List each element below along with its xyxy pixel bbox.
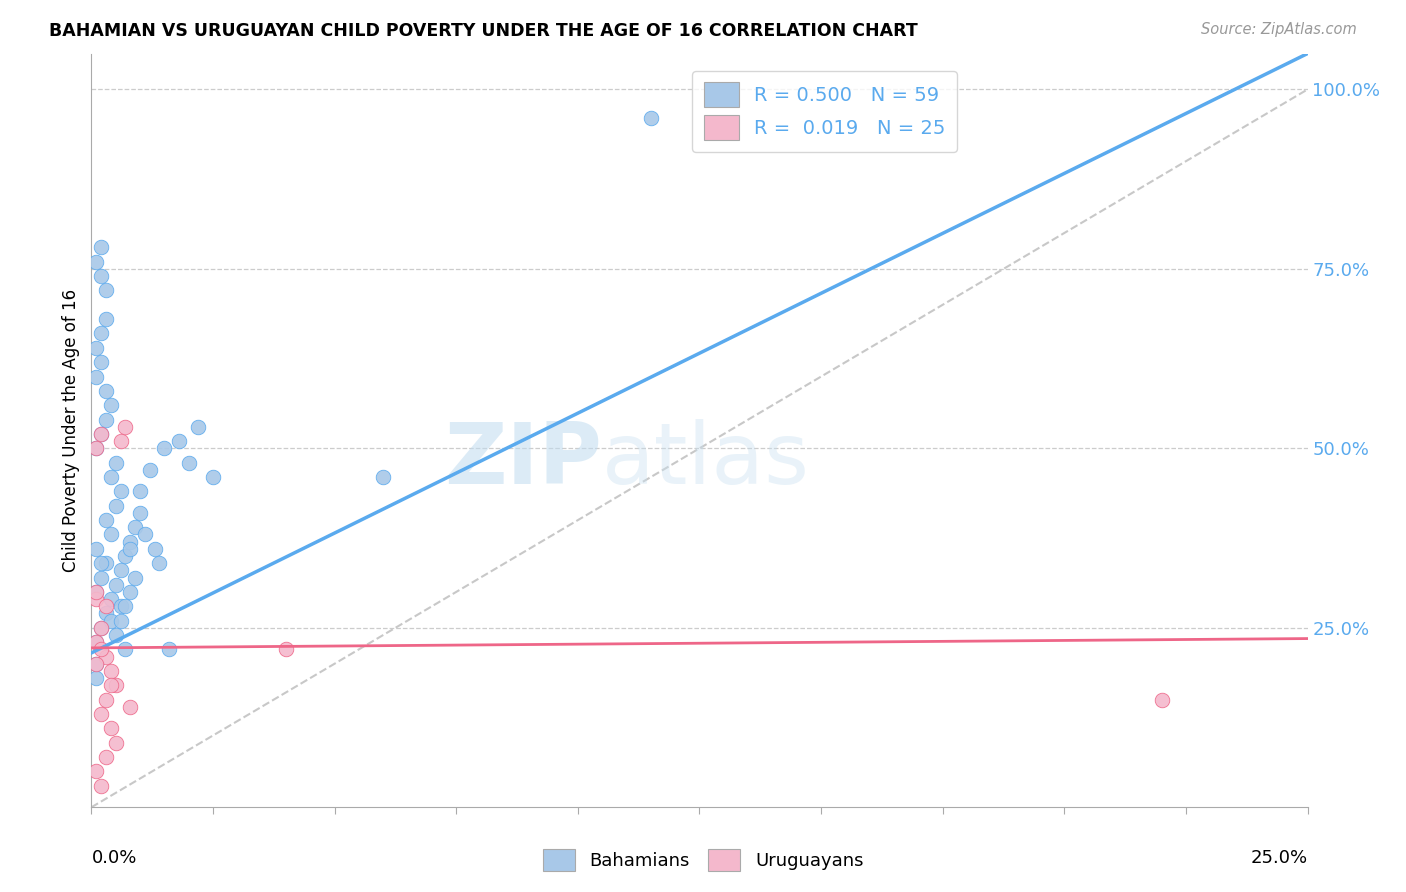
Point: [139, 463, 162, 477]
Legend: Bahamians, Uruguayans: Bahamians, Uruguayans: [536, 842, 870, 879]
Point: [100, 470, 122, 484]
Point: [114, 419, 136, 434]
Point: [84, 592, 107, 607]
Point: [84, 585, 107, 599]
Point: [90, 240, 112, 254]
Point: [120, 534, 142, 549]
Text: 0.0%: 0.0%: [91, 848, 136, 867]
Point: [90, 355, 112, 369]
Point: [84, 657, 107, 671]
Point: [94, 556, 117, 570]
Point: [129, 484, 152, 499]
Text: ZIP: ZIP: [444, 419, 602, 502]
Point: [84, 671, 107, 685]
Point: [167, 434, 190, 449]
Point: [153, 442, 176, 456]
Point: [84, 635, 107, 649]
Point: [110, 614, 132, 628]
Point: [84, 541, 107, 556]
Point: [134, 527, 156, 541]
Legend: R = 0.500   N = 59, R =  0.019   N = 25: R = 0.500 N = 59, R = 0.019 N = 25: [692, 70, 957, 152]
Point: [84, 657, 107, 671]
Point: [110, 563, 132, 577]
Point: [124, 570, 146, 584]
Point: [114, 642, 136, 657]
Text: Source: ZipAtlas.com: Source: ZipAtlas.com: [1201, 22, 1357, 37]
Point: [84, 442, 107, 456]
Point: [129, 506, 152, 520]
Point: [100, 592, 122, 607]
Point: [120, 541, 142, 556]
Point: [90, 326, 112, 341]
Point: [100, 398, 122, 412]
Point: [1150, 692, 1173, 706]
Point: [148, 556, 170, 570]
Text: BAHAMIAN VS URUGUAYAN CHILD POVERTY UNDER THE AGE OF 16 CORRELATION CHART: BAHAMIAN VS URUGUAYAN CHILD POVERTY UNDE…: [49, 22, 918, 40]
Point: [84, 369, 107, 384]
Point: [114, 549, 136, 563]
Point: [274, 642, 297, 657]
Point: [94, 412, 117, 426]
Point: [84, 341, 107, 355]
Point: [104, 736, 127, 750]
Point: [94, 284, 117, 298]
Point: [100, 721, 122, 735]
Point: [110, 434, 132, 449]
Point: [120, 585, 142, 599]
Point: [90, 779, 112, 793]
Point: [90, 268, 112, 283]
Point: [90, 556, 112, 570]
Point: [84, 635, 107, 649]
Point: [104, 456, 127, 470]
Point: [104, 499, 127, 513]
Point: [90, 621, 112, 635]
Point: [94, 312, 117, 326]
Point: [110, 484, 132, 499]
Point: [94, 692, 117, 706]
Point: [84, 254, 107, 268]
Point: [94, 599, 117, 614]
Point: [100, 614, 122, 628]
Point: [104, 628, 127, 642]
Point: [90, 706, 112, 721]
Point: [143, 541, 166, 556]
Point: [90, 621, 112, 635]
Point: [187, 419, 209, 434]
Point: [177, 456, 200, 470]
Point: [84, 764, 107, 779]
Point: [94, 649, 117, 664]
Point: [90, 642, 112, 657]
Point: [94, 607, 117, 621]
Point: [90, 427, 112, 442]
Point: [84, 442, 107, 456]
Point: [640, 111, 662, 125]
Point: [84, 585, 107, 599]
Point: [94, 750, 117, 764]
Point: [202, 470, 225, 484]
Text: 25.0%: 25.0%: [1250, 848, 1308, 867]
Point: [373, 470, 395, 484]
Point: [120, 699, 142, 714]
Point: [110, 599, 132, 614]
Point: [100, 664, 122, 678]
Point: [104, 578, 127, 592]
Point: [94, 513, 117, 527]
Point: [157, 642, 180, 657]
Point: [124, 520, 146, 534]
Point: [104, 678, 127, 692]
Point: [90, 427, 112, 442]
Point: [90, 570, 112, 584]
Point: [94, 384, 117, 398]
Point: [100, 678, 122, 692]
Text: atlas: atlas: [602, 419, 810, 502]
Point: [114, 599, 136, 614]
Y-axis label: Child Poverty Under the Age of 16: Child Poverty Under the Age of 16: [62, 289, 80, 572]
Point: [100, 527, 122, 541]
